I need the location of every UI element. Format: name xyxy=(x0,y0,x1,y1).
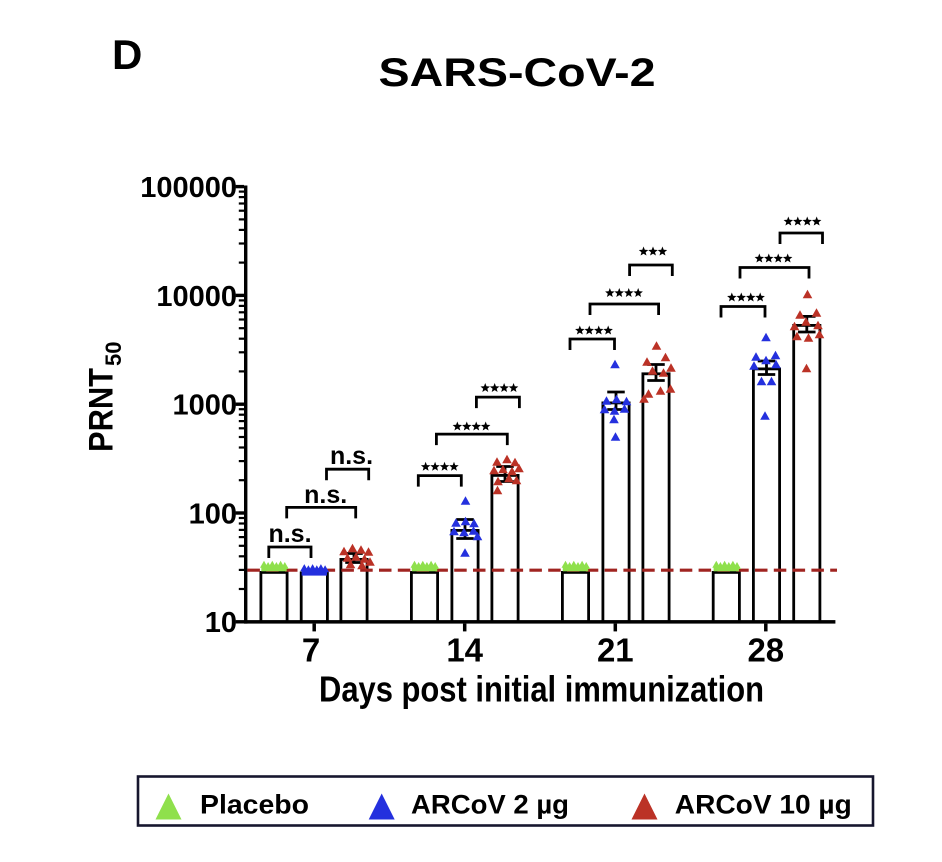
svg-text:14: 14 xyxy=(446,632,483,669)
svg-text:n.s.: n.s. xyxy=(304,481,347,509)
svg-text:PRNT: PRNT xyxy=(83,368,121,452)
svg-text:n.s.: n.s. xyxy=(268,520,311,548)
svg-text:D: D xyxy=(112,31,142,78)
svg-text:50: 50 xyxy=(101,342,126,366)
svg-text:Placebo: Placebo xyxy=(200,790,309,820)
svg-text:28: 28 xyxy=(747,632,784,669)
svg-text:1000: 1000 xyxy=(172,390,237,422)
svg-text:Days post initial immunization: Days post initial immunization xyxy=(319,669,764,710)
svg-text:10000: 10000 xyxy=(156,281,237,313)
svg-text:100: 100 xyxy=(189,498,237,530)
svg-text:7: 7 xyxy=(302,632,320,669)
svg-text:SARS-CoV-2: SARS-CoV-2 xyxy=(379,51,656,95)
svg-text:100000: 100000 xyxy=(140,172,237,204)
svg-text:ARCoV 2 µg: ARCoV 2 µg xyxy=(411,790,569,820)
svg-text:21: 21 xyxy=(597,632,634,669)
svg-text:ARCoV 10 µg: ARCoV 10 µg xyxy=(675,790,852,820)
svg-text:10: 10 xyxy=(205,607,237,639)
svg-text:n.s.: n.s. xyxy=(330,442,373,470)
